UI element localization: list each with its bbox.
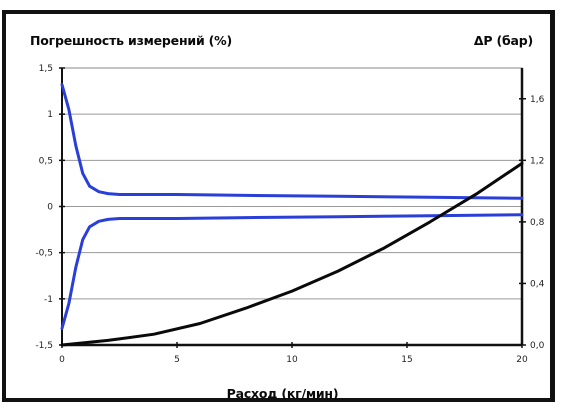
x-tick-label-3: 15 <box>401 355 412 365</box>
series-line-1 <box>60 213 524 330</box>
left-axis-title: Погрешность измерений (%) <box>30 33 233 48</box>
y-left-tick-label-2: 0,5 <box>39 156 53 166</box>
y-right-tick-label-0: 1,6 <box>530 95 545 105</box>
y-right-tick-label-2: 0,8 <box>530 218 545 228</box>
y-left-tick-label-1: 1 <box>47 110 53 120</box>
series-line-0 <box>60 83 524 200</box>
series-line-2 <box>60 161 524 347</box>
x-tick-label-1: 5 <box>174 355 180 365</box>
y-right-tick-label-3: 0,4 <box>530 279 545 289</box>
chart-frame <box>2 10 555 402</box>
x-tick-label-2: 10 <box>286 355 298 365</box>
y-left-tick-label-6: -1,5 <box>35 341 53 351</box>
y-right-tick-label-4: 0,0 <box>530 341 545 351</box>
y-left-tick-label-5: -1 <box>44 295 53 305</box>
y-left-tick-label-4: -0,5 <box>35 249 53 259</box>
y-left-tick-label-0: 1,5 <box>39 64 53 74</box>
right-axis-title: ΔP (бар) <box>473 33 533 48</box>
x-axis-label: Расход (кг/мин) <box>226 386 339 401</box>
y-left-tick-label-3: 0 <box>47 203 53 213</box>
x-tick-label-4: 20 <box>516 355 528 365</box>
y-right-tick-label-1: 1,2 <box>530 156 544 166</box>
x-tick-label-0: 0 <box>59 355 65 365</box>
